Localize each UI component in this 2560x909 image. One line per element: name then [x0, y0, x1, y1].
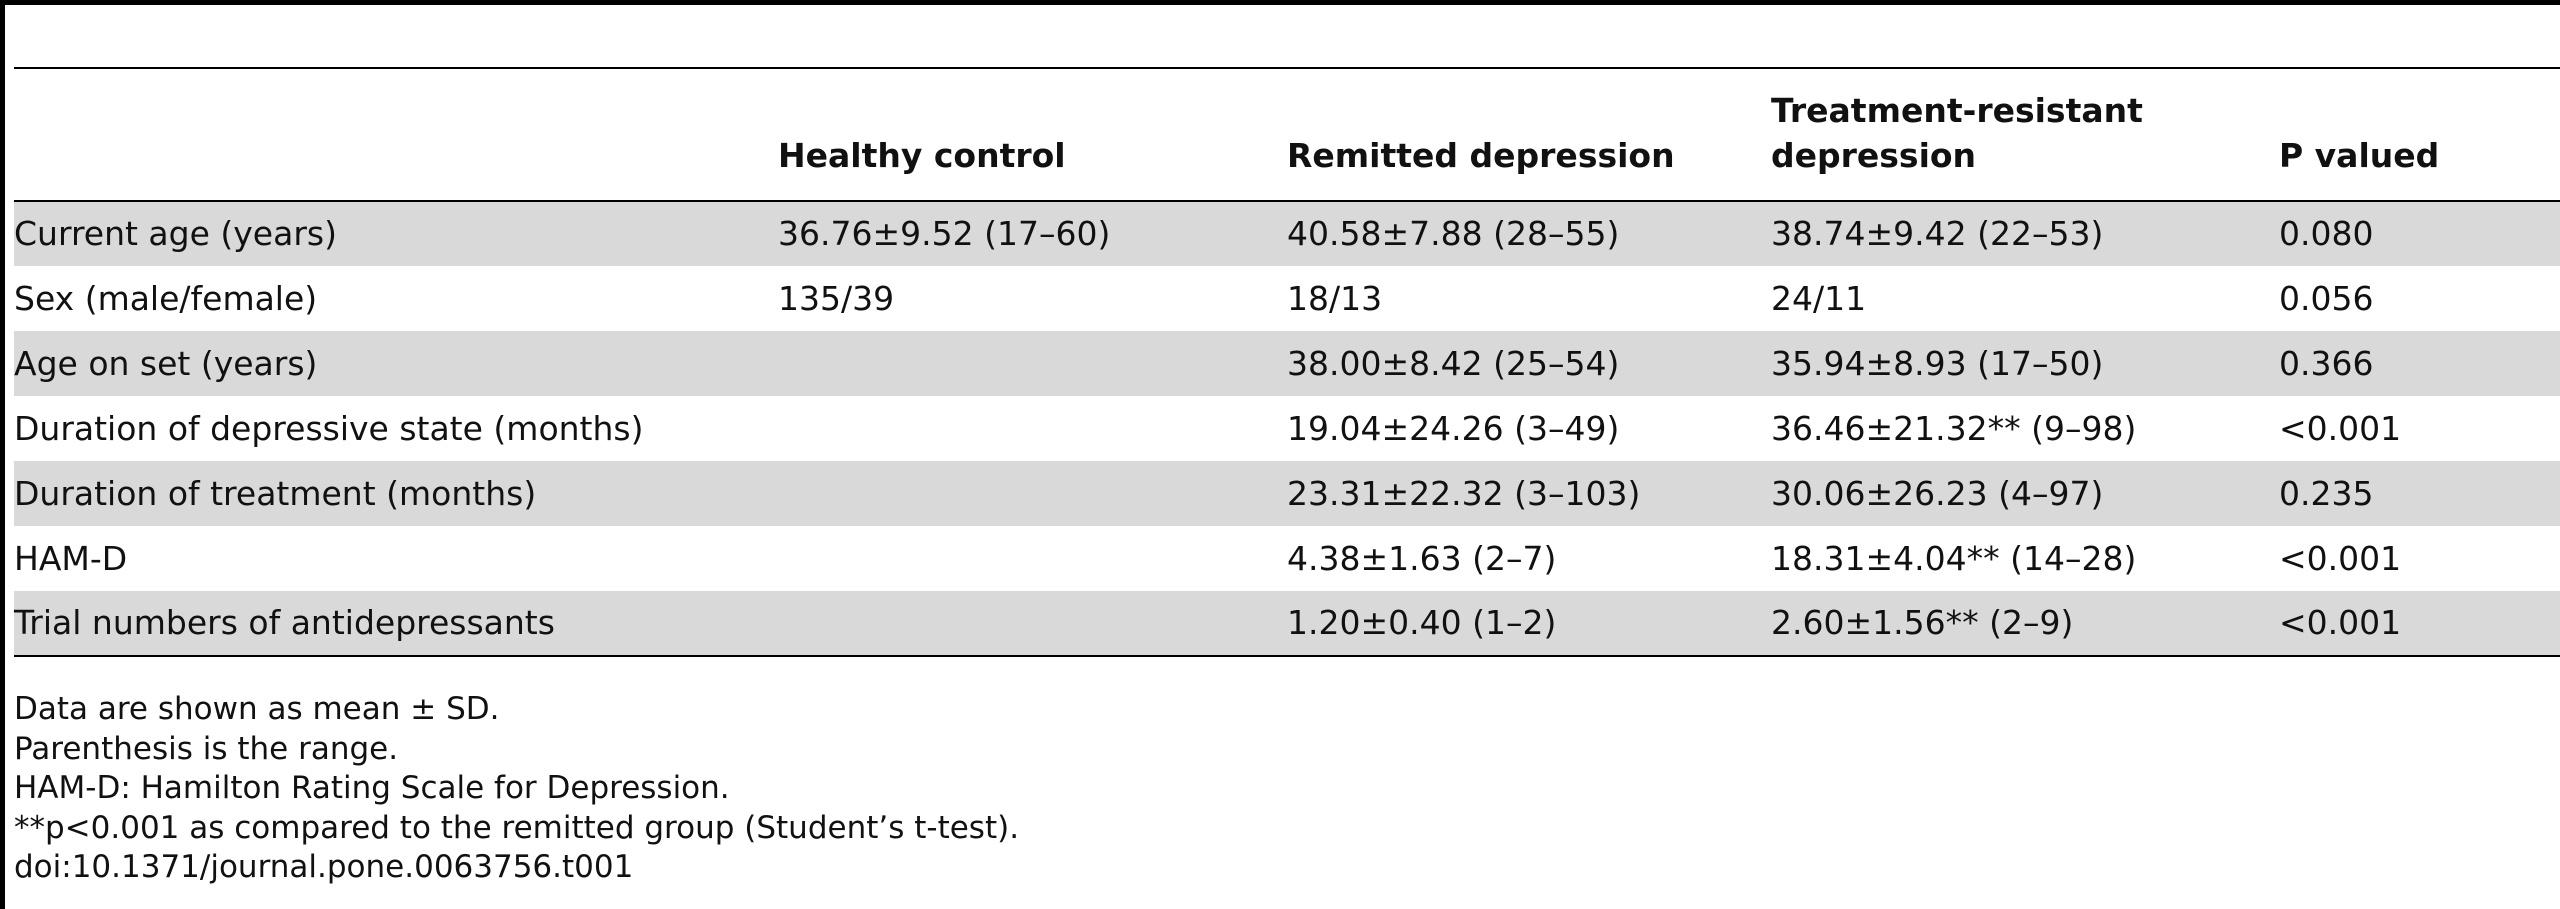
cell-resistant: 18.31±4.04** (14–28) — [1771, 538, 2137, 578]
table-row: Age on set (years) 38.00±8.42 (25–54) 35… — [14, 331, 2560, 396]
header-healthy-control: Healthy control — [778, 67, 1287, 202]
cell-healthy — [778, 461, 1287, 526]
table-row: Trial numbers of antidepressants 1.20±0.… — [14, 591, 2560, 657]
left-border — [0, 0, 5, 909]
footnote-ham-d: HAM-D: Hamilton Rating Scale for Depress… — [14, 770, 730, 806]
cell-p-value: 0.080 — [2279, 201, 2560, 266]
row-label: Duration of treatment (months) — [14, 461, 778, 526]
row-label: Duration of depressive state (months) — [14, 408, 644, 448]
header-p-value: P valued — [2279, 67, 2560, 202]
table-row: Duration of treatment (months) 23.31±22.… — [14, 461, 2560, 526]
header-blank — [14, 67, 778, 202]
table-header-row: Healthy control Remitted depression Trea… — [14, 67, 2560, 202]
cell-p-value: <0.001 — [2279, 408, 2402, 448]
cell-healthy — [778, 331, 1287, 396]
cell-healthy — [778, 591, 1287, 657]
cell-resistant: 36.46±21.32** (9–98) — [1771, 408, 2137, 448]
table-row: Duration of depressive state (months) 19… — [14, 396, 2560, 461]
cell-p-value: <0.001 — [2279, 591, 2560, 657]
row-label: HAM-D — [14, 538, 128, 578]
header-remitted-depression: Remitted depression — [1287, 67, 1771, 202]
footnote-range: Parenthesis is the range. — [14, 730, 399, 767]
cell-p-value: 0.235 — [2279, 461, 2560, 526]
table-footnotes: Data are shown as mean ± SD. Parenthesis… — [14, 690, 1019, 888]
cell-p-value: 0.056 — [2279, 278, 2374, 318]
table-row: Sex (male/female) 135/39 18/13 24/11 0.0… — [14, 266, 2560, 331]
data-table-container: Healthy control Remitted depression Trea… — [14, 67, 2560, 657]
cell-healthy — [778, 526, 1287, 591]
row-label: Age on set (years) — [14, 331, 778, 396]
cell-resistant: 24/11 — [1771, 278, 1867, 318]
cell-resistant: 35.94±8.93 (17–50) — [1771, 331, 2279, 396]
row-label: Sex (male/female) — [14, 278, 318, 318]
cell-healthy — [778, 396, 1287, 461]
cell-remitted: 40.58±7.88 (28–55) — [1287, 201, 1771, 266]
cell-healthy: 135/39 — [778, 278, 895, 318]
cell-remitted: 18/13 — [1287, 278, 1383, 318]
cell-remitted: 23.31±22.32 (3–103) — [1287, 461, 1771, 526]
cell-healthy: 36.76±9.52 (17–60) — [778, 201, 1287, 266]
demographics-table: Healthy control Remitted depression Trea… — [14, 67, 2560, 657]
header-treatment-resistant: Treatment-resistant depression — [1771, 67, 2279, 202]
row-label: Current age (years) — [14, 201, 778, 266]
cell-remitted: 4.38±1.63 (2–7) — [1287, 538, 1557, 578]
cell-resistant: 30.06±26.23 (4–97) — [1771, 461, 2279, 526]
cell-p-value: <0.001 — [2279, 538, 2402, 578]
top-border — [0, 0, 2560, 5]
footnote-significance: **p<0.001 as compared to the remitted gr… — [14, 809, 1020, 846]
cell-resistant: 2.60±1.56** (2–9) — [1771, 591, 2279, 657]
row-label: Trial numbers of antidepressants — [14, 591, 778, 657]
table-row: Current age (years) 36.76±9.52 (17–60) 4… — [14, 201, 2560, 266]
cell-remitted: 1.20±0.40 (1–2) — [1287, 591, 1771, 657]
cell-p-value: 0.366 — [2279, 331, 2560, 396]
footnote-doi-link[interactable]: doi:10.1371/journal.pone.0063756.t001 — [14, 849, 634, 885]
cell-resistant: 38.74±9.42 (22–53) — [1771, 201, 2279, 266]
cell-remitted: 19.04±24.26 (3–49) — [1287, 408, 1620, 448]
footnote-mean-sd: Data are shown as mean ± SD. — [14, 691, 500, 727]
cell-remitted: 38.00±8.42 (25–54) — [1287, 331, 1771, 396]
table-row: HAM-D 4.38±1.63 (2–7) 18.31±4.04** (14–2… — [14, 526, 2560, 591]
